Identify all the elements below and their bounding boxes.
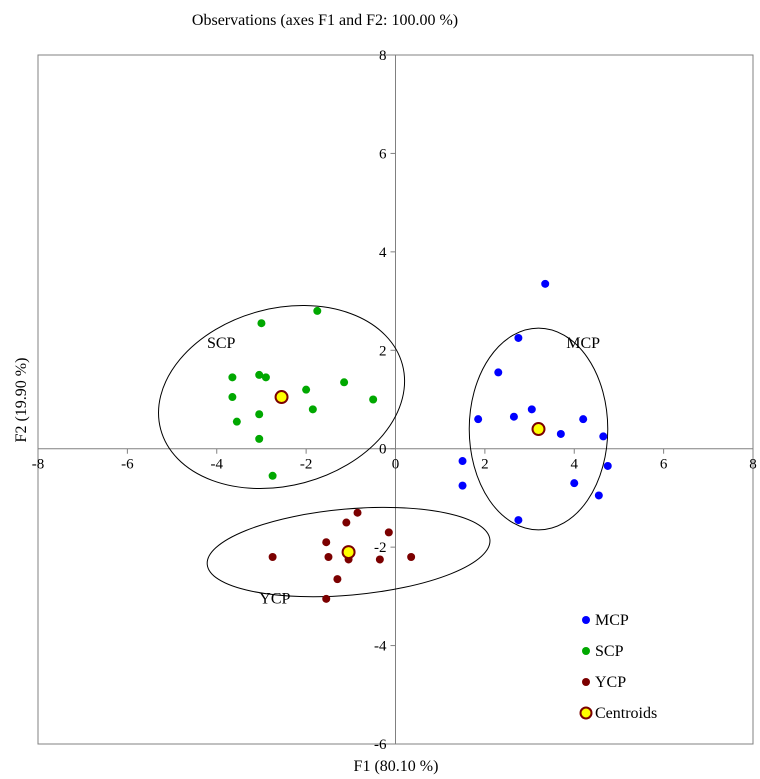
x-tick-label: 4 <box>571 457 579 473</box>
ellipse-scp <box>158 305 406 490</box>
group-label-scp: SCP <box>207 335 236 352</box>
data-point-mcp <box>458 481 467 490</box>
y-axis-label: F2 (19.90 %) <box>13 358 30 443</box>
data-points <box>228 279 612 603</box>
legend: MCP SCP YCP Centroids <box>579 612 657 722</box>
data-point-mcp <box>599 432 608 441</box>
data-point-mcp <box>509 412 518 421</box>
y-tick-label: 4 <box>379 245 387 261</box>
y-tick-label: 0 <box>379 442 387 458</box>
x-tick-label: -4 <box>211 457 224 473</box>
data-point-mcp <box>458 457 467 466</box>
data-point-scp <box>313 306 322 315</box>
data-point-scp <box>257 319 266 328</box>
y-tick-label: -6 <box>374 737 387 753</box>
data-point-scp <box>255 410 264 419</box>
data-point-scp <box>302 385 311 394</box>
data-point-ycp <box>322 594 331 603</box>
chart-title: Observations (axes F1 and F2: 100.00 %) <box>192 12 458 29</box>
x-tick-label: 2 <box>481 457 489 473</box>
legend-marker <box>582 678 590 686</box>
legend-entry: SCP <box>595 643 624 660</box>
data-point-mcp <box>603 461 612 470</box>
data-point-scp <box>261 373 270 382</box>
data-point-ycp <box>353 508 362 517</box>
data-point-ycp <box>384 528 393 537</box>
y-tick-label: 6 <box>379 146 387 162</box>
data-point-ycp <box>375 555 384 564</box>
data-point-scp <box>228 373 237 382</box>
data-point-scp <box>268 471 277 480</box>
data-point-scp <box>255 434 264 443</box>
data-point-scp <box>255 370 264 379</box>
data-point-mcp <box>514 516 523 525</box>
data-point-ycp <box>268 552 277 561</box>
legend-marker <box>582 647 590 655</box>
data-point-ycp <box>333 575 342 584</box>
x-tick-label: 0 <box>392 457 400 473</box>
ellipse-mcp <box>468 327 609 531</box>
data-point-scp <box>228 393 237 402</box>
data-point-scp <box>308 405 317 414</box>
y-tick-label: -2 <box>374 540 387 556</box>
centroid-point <box>274 390 289 405</box>
data-point-mcp <box>494 368 503 377</box>
group-label-mcp: MCP <box>566 335 600 352</box>
x-tick-label: 8 <box>749 457 757 473</box>
data-point-mcp <box>474 415 483 424</box>
data-point-ycp <box>322 538 331 547</box>
data-point-mcp <box>594 491 603 500</box>
data-point-mcp <box>527 405 536 414</box>
group-ellipses: SCP MCP YCP <box>158 305 609 608</box>
legend-entry: MCP <box>595 612 629 629</box>
legend-entry: Centroids <box>595 705 657 722</box>
x-tick-label: -8 <box>32 457 45 473</box>
x-tick-label: 6 <box>660 457 668 473</box>
data-point-scp <box>369 395 378 404</box>
data-point-ycp <box>324 552 333 561</box>
legend-marker <box>579 706 593 720</box>
x-tick-label: -6 <box>121 457 134 473</box>
data-point-ycp <box>342 518 351 527</box>
y-tick-label: 2 <box>379 343 387 359</box>
data-point-mcp <box>514 333 523 342</box>
group-label-ycp: YCP <box>259 591 290 608</box>
data-point-mcp <box>570 479 579 488</box>
data-point-scp <box>340 378 349 387</box>
data-point-scp <box>232 417 241 426</box>
data-point-mcp <box>556 429 565 438</box>
legend-marker <box>582 616 590 624</box>
data-point-ycp <box>407 552 416 561</box>
centroid-point <box>341 545 356 560</box>
x-axis-label: F1 (80.10 %) <box>354 758 439 775</box>
data-point-mcp <box>541 279 550 288</box>
y-tick-label: -4 <box>374 639 387 655</box>
x-tick-label: -2 <box>300 457 313 473</box>
data-point-mcp <box>579 415 588 424</box>
legend-entry: YCP <box>595 674 626 691</box>
centroid-point <box>531 422 546 437</box>
y-tick-label: 8 <box>379 48 387 64</box>
axes: -8 -6 -4 -2 0 2 4 6 8 -6 -4 -2 0 2 4 6 8 <box>32 48 757 753</box>
ellipse-ycp <box>206 506 491 598</box>
